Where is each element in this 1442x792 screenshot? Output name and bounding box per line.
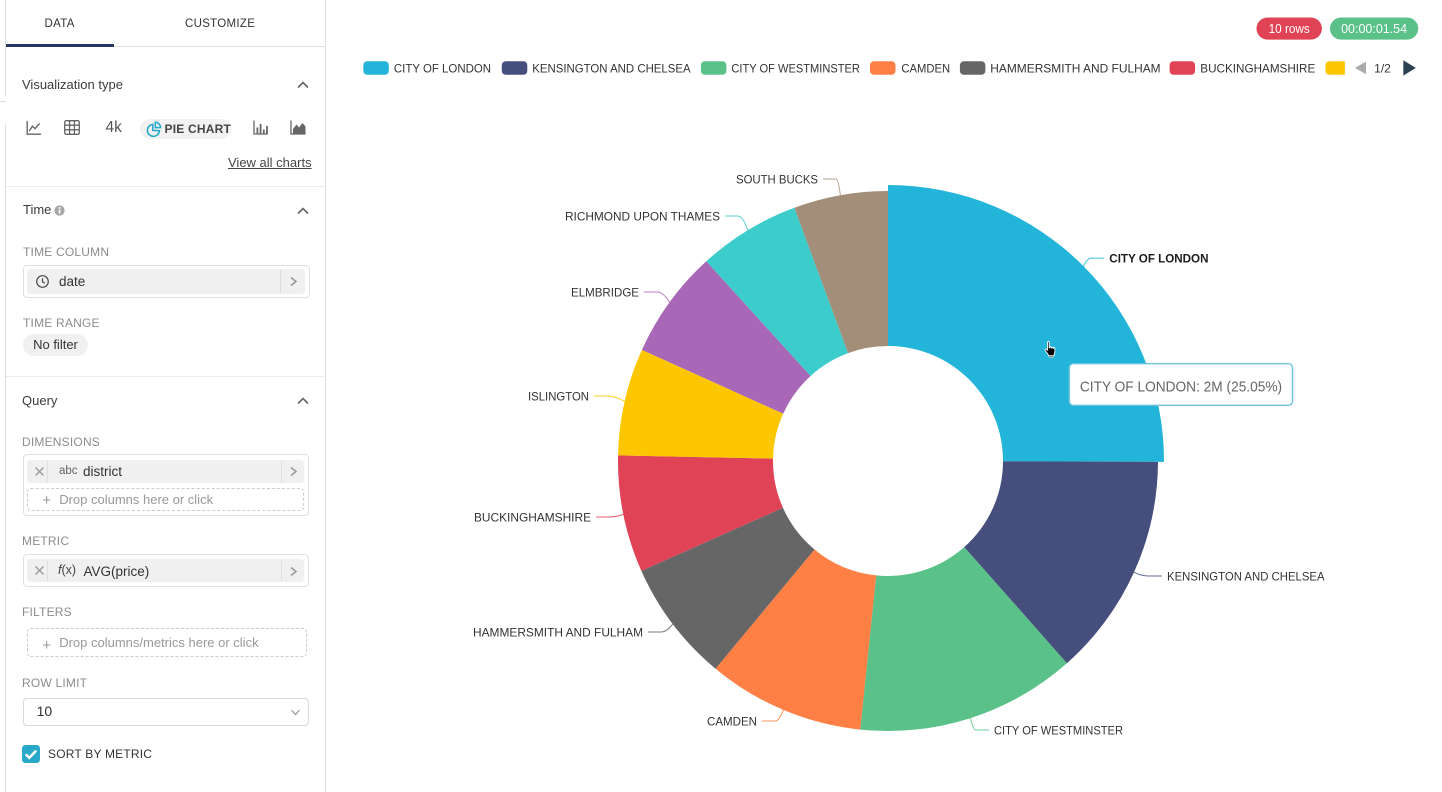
svg-text:KENSINGTON AND CHELSEA: KENSINGTON AND CHELSEA	[532, 61, 690, 75]
svg-text:10 rows: 10 rows	[1269, 22, 1310, 36]
svg-text:BUCKINGHAMSHIRE: BUCKINGHAMSHIRE	[1200, 61, 1315, 75]
svg-text:ELMBRIDGE: ELMBRIDGE	[571, 285, 639, 299]
svg-text:SOUTH BUCKS: SOUTH BUCKS	[736, 172, 818, 186]
svg-text:HAMMERSMITH AND FULHAM: HAMMERSMITH AND FULHAM	[990, 61, 1160, 75]
svg-text:BUCKINGHAMSHIRE: BUCKINGHAMSHIRE	[474, 510, 591, 524]
svg-text:RICHMOND UPON THAMES: RICHMOND UPON THAMES	[565, 209, 720, 223]
svg-text:ISLINGTON: ISLINGTON	[528, 389, 589, 403]
svg-text:CITY OF LONDON: 2M (25.05%): CITY OF LONDON: 2M (25.05%)	[1080, 380, 1282, 396]
svg-text:1/2: 1/2	[1374, 61, 1391, 75]
svg-text:KENSINGTON AND CHELSEA: KENSINGTON AND CHELSEA	[1167, 569, 1325, 583]
svg-text:CITY OF LONDON: CITY OF LONDON	[394, 61, 491, 75]
svg-text:CITY OF WESTMINSTER: CITY OF WESTMINSTER	[731, 61, 860, 75]
svg-text:CITY OF LONDON: CITY OF LONDON	[1109, 251, 1208, 265]
svg-text:CITY OF WESTMINSTER: CITY OF WESTMINSTER	[994, 723, 1123, 737]
svg-text:CAMDEN: CAMDEN	[901, 61, 950, 75]
svg-text:HAMMERSMITH AND FULHAM: HAMMERSMITH AND FULHAM	[473, 625, 643, 639]
svg-text:CAMDEN: CAMDEN	[707, 714, 757, 728]
svg-text:00:00:01.54: 00:00:01.54	[1341, 22, 1407, 36]
